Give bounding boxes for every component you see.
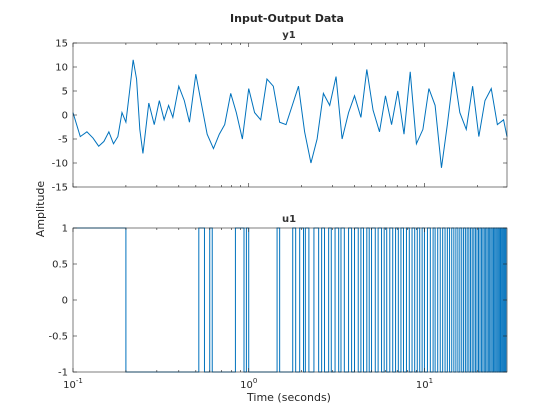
y-axis-label: Amplitude [34, 181, 47, 238]
y-tick-label: 5 [62, 87, 68, 98]
u1-axes: u1 -1 -0.5 0 0.5 1 10-1 100 101 [48, 214, 508, 391]
y1-series-line [72, 59, 508, 168]
y-tick-label: 0.5 [52, 260, 68, 271]
y-tick-label: 0 [62, 296, 68, 307]
y-tick-label: 10 [55, 63, 68, 74]
x-tick-label: 10-1 [63, 377, 83, 391]
y1-subplot-title: y1 [282, 30, 296, 41]
x-axis-label: Time (seconds) [246, 391, 331, 404]
x-tick-label: 101 [416, 377, 433, 391]
figure-title: Input-Output Data [230, 12, 344, 25]
plot-area [73, 228, 507, 372]
x-tick-label: 100 [240, 377, 257, 391]
y-tick-label: -0.5 [48, 332, 68, 343]
y-tick-label: -10 [52, 159, 68, 170]
u1-subplot-title: u1 [282, 214, 296, 225]
y-tick-label: -5 [58, 135, 68, 146]
y-tick-label: 0 [62, 111, 68, 122]
plot-area [73, 43, 507, 187]
y-tick-label: -15 [52, 183, 68, 194]
y-tick-label: 1 [62, 224, 68, 235]
y-tick-label: 15 [55, 39, 68, 50]
y-tick-label: -1 [58, 368, 68, 379]
y1-axes: y1 -15 -10 -5 0 5 10 15 [52, 30, 508, 194]
